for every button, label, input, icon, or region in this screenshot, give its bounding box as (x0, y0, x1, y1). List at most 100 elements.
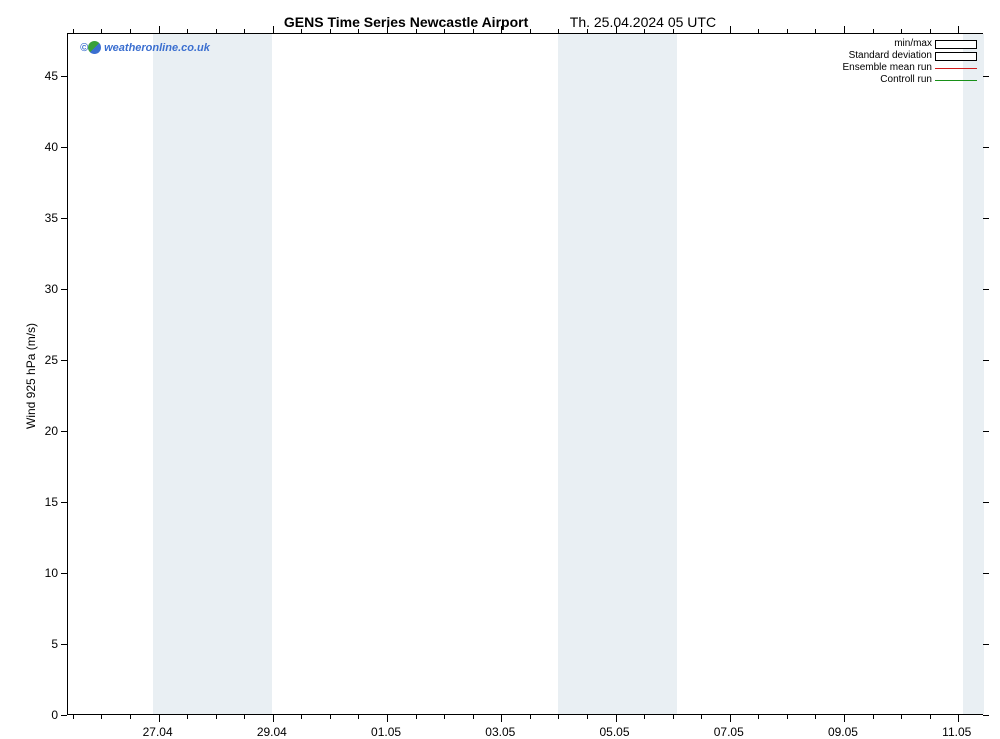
x-tick (673, 29, 674, 33)
x-tick (244, 715, 245, 719)
legend-label: Controll run (880, 74, 932, 86)
x-tick (758, 29, 759, 33)
x-tick (958, 26, 959, 33)
y-tick (61, 715, 67, 716)
y-tick (983, 147, 989, 148)
x-tick (159, 26, 160, 33)
watermark: © weatheronline.co.uk (80, 41, 210, 54)
x-tick (244, 29, 245, 33)
plot-area (67, 33, 983, 715)
y-tick (983, 76, 989, 77)
x-tick (358, 715, 359, 719)
legend-swatch (935, 52, 977, 61)
x-tick (730, 715, 731, 722)
y-tick (61, 431, 67, 432)
x-tick (616, 715, 617, 722)
x-tick (530, 715, 531, 719)
x-tick (159, 715, 160, 722)
x-tick (387, 715, 388, 722)
y-tick (61, 76, 67, 77)
x-tick (444, 29, 445, 33)
x-tick-label: 03.05 (485, 725, 515, 739)
x-tick (901, 715, 902, 719)
y-tick-label: 25 (45, 353, 58, 367)
y-tick-label: 10 (45, 566, 58, 580)
legend-line (935, 80, 977, 81)
globe-icon (88, 41, 101, 54)
y-tick (983, 218, 989, 219)
x-tick-label: 27.04 (143, 725, 173, 739)
y-tick-label: 0 (51, 708, 58, 722)
x-tick (873, 29, 874, 33)
x-tick (330, 715, 331, 719)
x-tick (558, 715, 559, 719)
x-tick (130, 715, 131, 719)
y-tick (61, 289, 67, 290)
legend-item: min/max (843, 38, 978, 50)
x-tick (701, 715, 702, 719)
y-tick (61, 644, 67, 645)
legend-label: Standard deviation (849, 50, 932, 62)
x-tick (930, 715, 931, 719)
y-tick-label: 45 (45, 69, 58, 83)
chart-container: GENS Time Series Newcastle Airport Th. 2… (0, 0, 1000, 733)
legend-item: Ensemble mean run (843, 62, 978, 74)
shade-band (558, 34, 615, 714)
x-tick-label: 09.05 (828, 725, 858, 739)
x-tick-label: 11.05 (942, 725, 971, 739)
x-tick (301, 715, 302, 719)
x-tick-label: 01.05 (371, 725, 401, 739)
x-tick (673, 715, 674, 719)
x-tick (701, 29, 702, 33)
x-tick-label: 29.04 (257, 725, 287, 739)
x-tick (101, 715, 102, 719)
shade-band (963, 34, 984, 714)
x-tick (358, 29, 359, 33)
shade-band (615, 34, 677, 714)
y-tick (983, 431, 989, 432)
y-tick (61, 360, 67, 361)
watermark-text: weatheronline.co.uk (104, 42, 210, 54)
x-tick (558, 29, 559, 33)
x-tick (187, 715, 188, 719)
y-tick-label: 40 (45, 140, 58, 154)
x-tick (787, 29, 788, 33)
x-tick (187, 29, 188, 33)
x-tick (416, 29, 417, 33)
x-tick (501, 26, 502, 33)
legend-swatch (935, 40, 977, 49)
x-tick (444, 715, 445, 719)
y-tick (61, 218, 67, 219)
x-tick (644, 29, 645, 33)
x-tick (873, 715, 874, 719)
y-tick-label: 30 (45, 282, 58, 296)
x-tick (501, 715, 502, 722)
x-tick (130, 29, 131, 33)
title-datetime: Th. 25.04.2024 05 UTC (570, 14, 716, 30)
y-tick (983, 502, 989, 503)
x-tick (330, 29, 331, 33)
x-tick (473, 29, 474, 33)
x-tick (273, 26, 274, 33)
x-tick (930, 29, 931, 33)
y-tick (61, 502, 67, 503)
shade-band (153, 34, 210, 714)
y-tick-label: 15 (45, 495, 58, 509)
x-tick (473, 715, 474, 719)
x-tick (644, 715, 645, 719)
title-location: Newcastle Airport (410, 14, 529, 30)
y-tick (61, 573, 67, 574)
x-tick (387, 26, 388, 33)
x-tick-label: 05.05 (600, 725, 630, 739)
x-tick (73, 715, 74, 719)
x-tick (101, 29, 102, 33)
y-tick-label: 20 (45, 424, 58, 438)
x-tick-label: 07.05 (714, 725, 744, 739)
legend: min/maxStandard deviationEnsemble mean r… (843, 38, 978, 86)
x-tick (273, 715, 274, 722)
legend-label: Ensemble mean run (843, 62, 933, 74)
x-tick (901, 29, 902, 33)
y-tick (983, 715, 989, 716)
x-tick (758, 715, 759, 719)
y-tick-label: 5 (51, 637, 58, 651)
